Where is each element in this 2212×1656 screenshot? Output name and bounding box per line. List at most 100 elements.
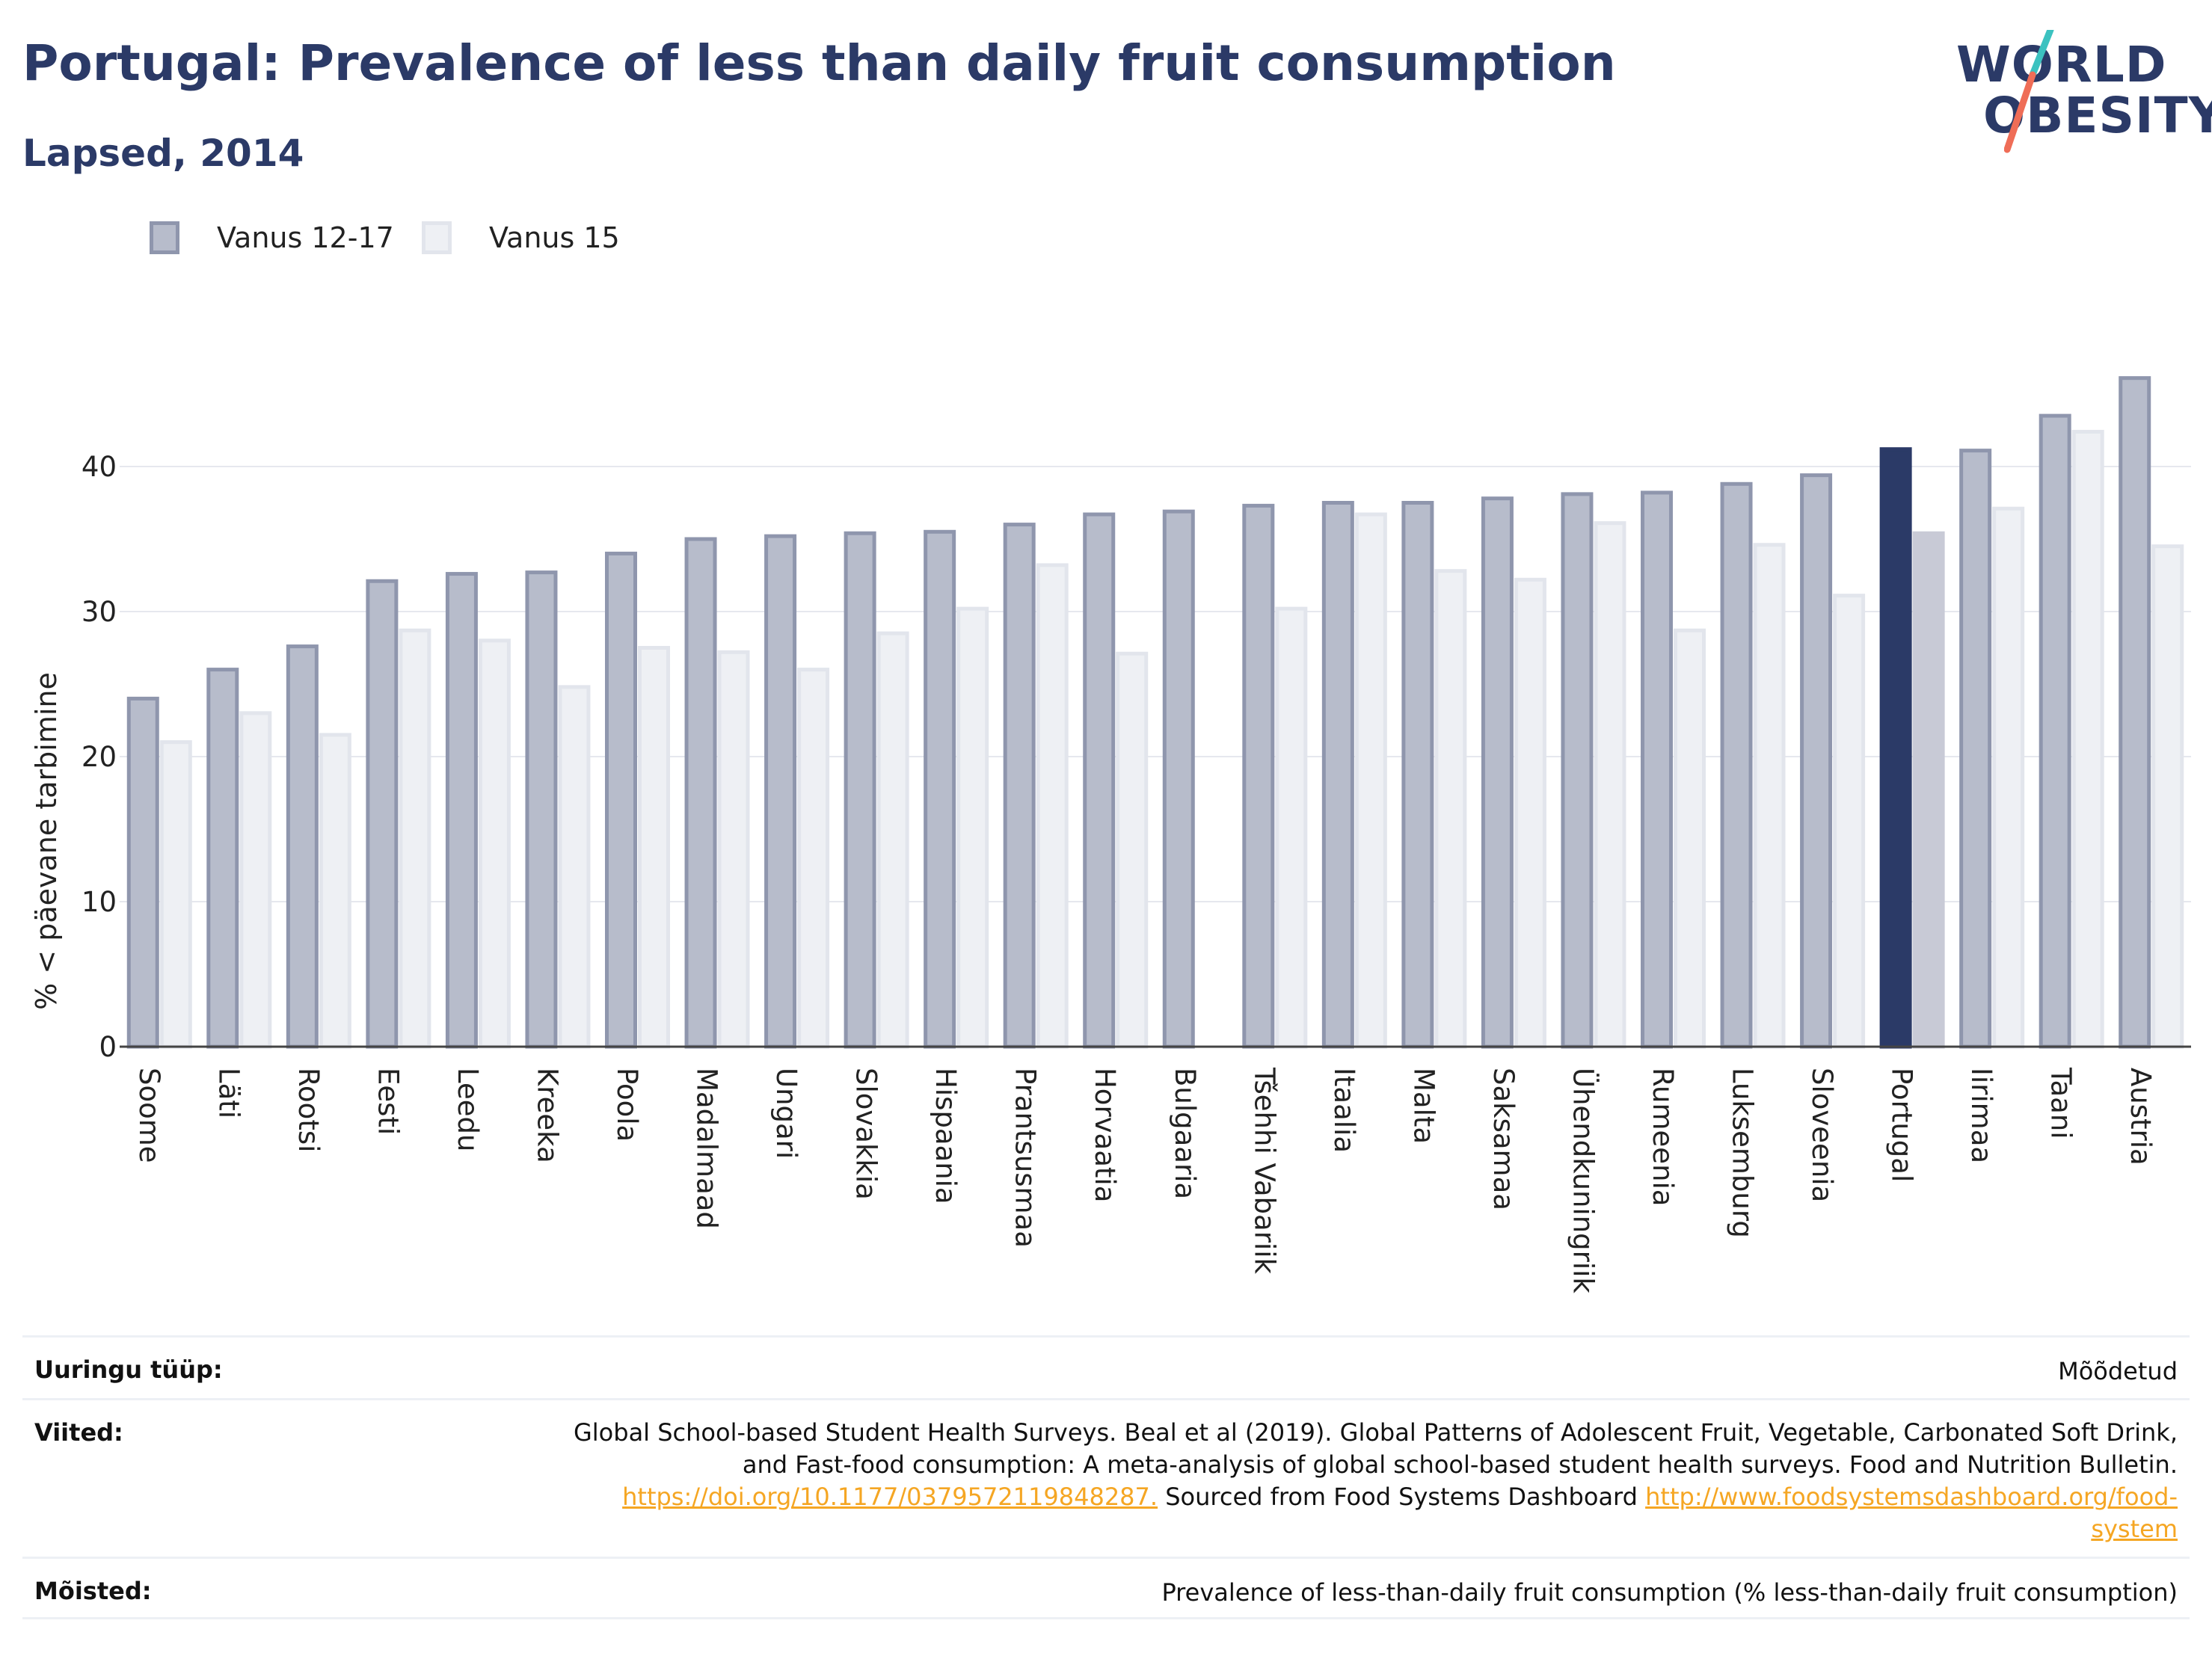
x-tick-label: Itaalia	[1328, 1068, 1360, 1153]
x-tick-label: Iirimaa	[1965, 1068, 1997, 1163]
bar-series-1	[1162, 509, 1195, 1049]
info-row-references: Viited: Global School-based Student Heal…	[22, 1398, 2190, 1557]
legend-swatch-series-2	[422, 221, 452, 254]
x-tick-label: Slovakkia	[850, 1068, 882, 1200]
info-table: Uuringu tüüp: Mõõdetud Viited: Global Sc…	[22, 1335, 2190, 1619]
bar-series-2	[1833, 594, 1866, 1049]
bar-series-2	[1674, 628, 1706, 1049]
y-tick-label: 0	[99, 1031, 117, 1063]
x-tick-label: Ungari	[770, 1068, 802, 1159]
x-tick-label: Läti	[212, 1068, 245, 1118]
bar-series-2	[1514, 577, 1546, 1049]
y-tick-label: 40	[82, 451, 117, 483]
x-tick-label: Rumeenia	[1647, 1068, 1679, 1206]
bar-chart: 0 10 20 30 40 Soome Läti Rootsi Eesti Leedu Kreeka…	[82, 376, 2191, 1293]
bar-series-2	[1275, 606, 1308, 1049]
definitions-value: Prevalence of less-than-daily fruit cons…	[1161, 1578, 2178, 1607]
x-tick-label: Prantsusmaa	[1010, 1068, 1042, 1248]
x-tick-label: Poola	[611, 1068, 643, 1142]
x-tick-label: Sloveenia	[1806, 1068, 1838, 1202]
bar-series-1	[1720, 481, 1753, 1049]
bar-series-2	[1036, 563, 1069, 1049]
references-line-3: https://doi.org/10.1177/0379572119848287…	[574, 1481, 2178, 1513]
world-obesity-logo: WORLD OBESITY	[1952, 30, 2212, 161]
bar-series-1	[206, 668, 239, 1049]
bar-series-1	[605, 551, 637, 1049]
bar-series-1	[1401, 501, 1434, 1049]
bar-series-2	[1434, 569, 1467, 1049]
x-tick-label: Soome	[133, 1068, 165, 1163]
bar-series-1	[684, 537, 717, 1049]
bar-series-1	[1561, 492, 1594, 1049]
y-axis-label: % < päevane tarbimine	[30, 672, 63, 1010]
x-tick-label: Ühendkuningriik	[1567, 1068, 1599, 1293]
bar-series-2	[478, 638, 511, 1049]
page-title: Portugal: Prevalence of less than daily …	[22, 34, 1616, 92]
bar-series-1	[764, 534, 797, 1049]
y-tick-label: 30	[82, 596, 117, 628]
y-tick-label: 20	[82, 741, 117, 773]
bar-series-2	[638, 646, 670, 1049]
bar-series-1	[445, 572, 478, 1049]
page-subtitle: Lapsed, 2014	[22, 132, 304, 175]
bar-series-2	[1594, 521, 1626, 1049]
doi-link[interactable]: https://doi.org/10.1177/0379572119848287…	[622, 1483, 1158, 1511]
x-tick-label: Leedu	[452, 1068, 484, 1151]
dashboard-link-part-1[interactable]: http://www.foodsystemsdashboard.org/food…	[1645, 1483, 2178, 1511]
survey-type-value: Mõõdetud	[2058, 1357, 2178, 1385]
bar-series-1	[844, 531, 876, 1049]
x-tick-label: Hispaania	[930, 1068, 962, 1204]
x-tick-label: Taani	[2045, 1067, 2077, 1139]
legend-item-series-1[interactable]: Vanus 12-17	[150, 221, 394, 254]
bar-series-1	[1083, 512, 1116, 1049]
x-tick-label: Horvaatia	[1089, 1068, 1121, 1202]
x-tick-label: Tšehhi Vabariik	[1248, 1067, 1280, 1275]
bar-series-1	[1879, 447, 1912, 1049]
references-line-4: system	[574, 1513, 2178, 1545]
bar-series-2	[159, 740, 192, 1049]
bar-series-2	[399, 628, 431, 1049]
bar-series-1	[126, 696, 159, 1049]
references-value: Global School-based Student Health Surve…	[574, 1417, 2178, 1545]
bar-series-1	[1800, 473, 1833, 1049]
logo-line-1: WORLD	[1956, 36, 2167, 93]
x-tick-label: Kreeka	[531, 1068, 563, 1163]
bar-series-1	[1242, 503, 1275, 1049]
bar-series-2	[1912, 531, 1945, 1049]
bar-series-1	[286, 644, 319, 1049]
bar-series-1	[1003, 523, 1036, 1049]
info-row-survey-type: Uuringu tüüp: Mõõdetud	[22, 1335, 2190, 1398]
x-tick-label: Luksemburg	[1727, 1068, 1759, 1238]
x-tick-label: Bulgaaria	[1169, 1068, 1201, 1199]
legend-item-series-2[interactable]: Vanus 15	[422, 221, 620, 254]
bar-series-2	[797, 668, 830, 1049]
info-row-definitions: Mõisted: Prevalence of less-than-daily f…	[22, 1557, 2190, 1619]
bar-series-2	[239, 711, 272, 1049]
bar-series-2	[717, 650, 750, 1049]
bar-series-1	[366, 579, 399, 1049]
x-tick-label: Malta	[1407, 1068, 1440, 1144]
bar-series-1	[1959, 449, 1992, 1049]
references-line-2: and Fast-food consumption: A meta-analys…	[742, 1450, 2178, 1479]
references-label: Viited:	[34, 1418, 123, 1447]
bar-series-2	[558, 685, 591, 1049]
bar-series-1	[1481, 496, 1514, 1049]
dashboard-link-part-2[interactable]: system	[2091, 1515, 2178, 1543]
definitions-label: Mõisted:	[34, 1577, 152, 1605]
bar-series-2	[319, 733, 351, 1049]
references-line-1: Global School-based Student Health Surve…	[573, 1418, 2178, 1447]
legend-swatch-series-1	[150, 221, 179, 254]
y-tick-label: 10	[82, 886, 117, 918]
references-mid-text: Sourced from Food Systems Dashboard	[1158, 1483, 1646, 1511]
x-tick-label: Madalmaad	[691, 1068, 723, 1229]
bar-series-1	[2039, 413, 2071, 1049]
bar-series-2	[1992, 506, 2025, 1049]
bar-series-1	[525, 570, 558, 1049]
x-tick-label: Eesti	[372, 1068, 404, 1135]
bar-series-2	[1753, 543, 1786, 1049]
bar-series-2	[876, 631, 909, 1049]
bar-series-2	[1116, 651, 1149, 1049]
x-tick-label: Portugal	[1886, 1068, 1918, 1182]
bar-series-1	[1641, 490, 1673, 1049]
bar-series-1	[2119, 376, 2151, 1049]
